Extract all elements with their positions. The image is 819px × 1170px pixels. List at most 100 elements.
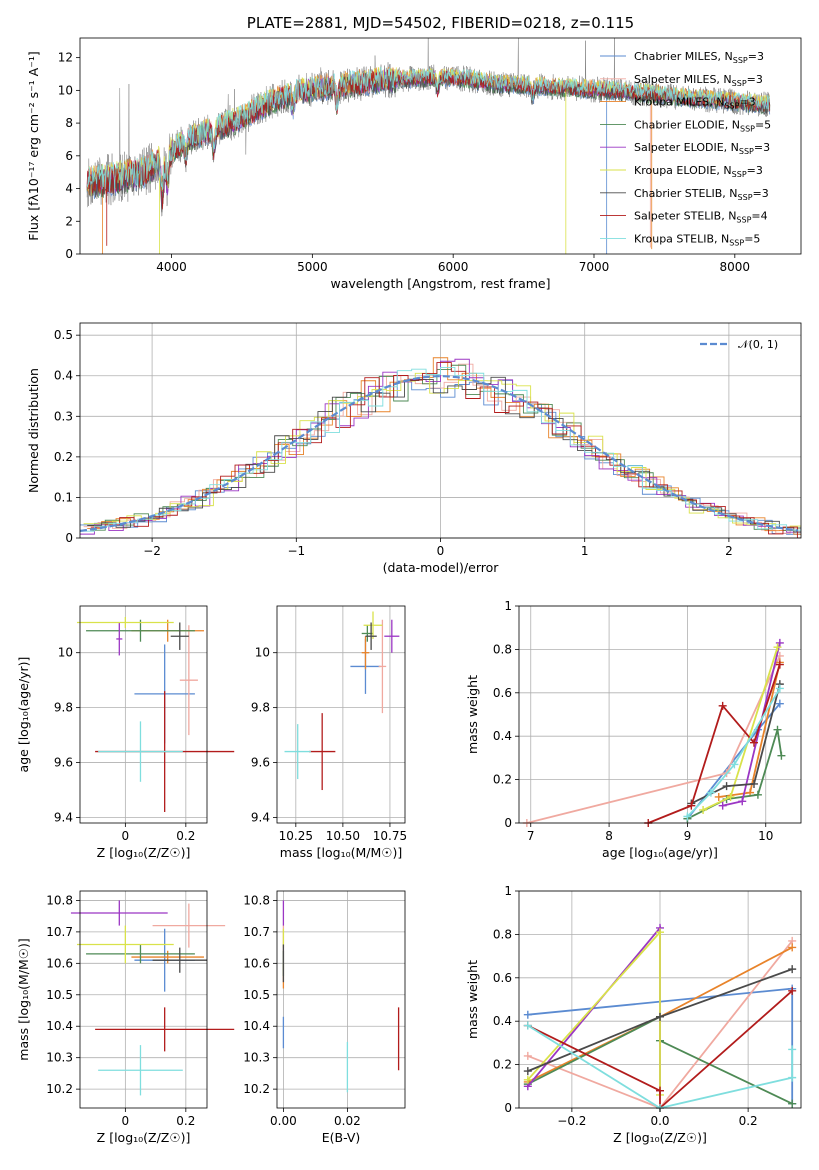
legend-entry-kroupa-elodie: Kroupa ELODIE, NSSP=3	[634, 164, 763, 179]
weight-Z-line-kroupa-stelib	[527, 1024, 794, 1109]
legend-subscript: SSP	[729, 238, 744, 247]
age-mass-ytick-label: 9.6	[251, 756, 270, 770]
weight-age-marker-kroupa-miles	[714, 792, 723, 801]
age-mass-axes-frame	[276, 605, 406, 824]
legend-entry-kroupa-stelib: Kroupa STELIB, NSSP=5	[634, 232, 760, 247]
weight-age-ytick-label: 0.8	[493, 642, 512, 656]
spectrum-ytick-label: 4	[65, 182, 73, 196]
legend-series-name: Kroupa STELIB, N	[634, 232, 729, 245]
age-Z-ylabel: age [log₁₀(age/yr)]	[16, 657, 31, 773]
age-Z-ytick-label: 10	[58, 646, 73, 660]
weight-age-marker-chabrier-elodie	[777, 751, 786, 760]
mass-Z-ytick-label: 10.2	[46, 1082, 73, 1096]
residual-histogram-chabrier-stelib	[87, 376, 801, 533]
age-mass-xtick-label: 10.50	[326, 829, 360, 843]
mass-ebv-ytick-label: 10.3	[243, 1051, 270, 1065]
normal-distribution-curve	[80, 375, 799, 532]
legend-nssp-value: =5	[755, 118, 771, 131]
legend-series-name: Chabrier STELIB, N	[634, 187, 738, 200]
legend-entry-kroupa-miles: Kroupa MILES, NSSP=3	[634, 96, 756, 111]
weight-Z-marker-chabrier-elodie	[788, 1099, 797, 1108]
weight-age-marker-salpeter-elodie	[738, 797, 747, 806]
weight-Z-xtick-label: −0.2	[557, 1114, 586, 1128]
mass-ebv-xtick-label: 0.00	[270, 1114, 297, 1128]
spectrum-ylabel: Flux [fλ10⁻¹⁷ erg cm⁻² s⁻¹ A⁻¹]	[26, 51, 41, 240]
legend-series-name: Salpeter ELODIE, N	[634, 141, 739, 154]
legend-subscript: SSP	[738, 193, 753, 202]
weight-age-marker-salpeter-stelib	[718, 701, 727, 710]
weight-Z-marker-kroupa-elodie	[523, 1075, 532, 1084]
weight-age-marker-salpeter-stelib	[687, 801, 696, 810]
residuals-ytick-label: 0.2	[54, 450, 73, 464]
mass-ebv-ytick-label: 10.4	[243, 1019, 270, 1033]
weight-age-ytick-label: 0.4	[493, 729, 512, 743]
weight-Z-ytick-label: 1	[504, 884, 512, 898]
residual-histogram-kroupa-elodie	[83, 372, 801, 529]
weight-Z-marker-kroupa-elodie	[656, 928, 664, 937]
legend-nssp-value: =3	[748, 50, 764, 63]
mass-Z-ytick-label: 10.4	[46, 1019, 73, 1033]
residuals-xtick-label: 2	[725, 544, 733, 558]
spectrum-ytick-label: 10	[58, 83, 73, 97]
weight-age-marker-kroupa-stelib	[775, 684, 784, 693]
residual-histogram-kroupa-stelib	[80, 366, 801, 532]
legend-series-name: Salpeter MILES, N	[634, 73, 732, 86]
weight-Z-marker-salpeter-stelib	[656, 1086, 664, 1095]
weight-Z-marker-salpeter-miles	[523, 1051, 532, 1060]
spectrum-ytick-label: 12	[58, 51, 73, 65]
spectrum-ytick-label: 0	[65, 247, 73, 261]
mass-Z-ytick-label: 10.8	[46, 893, 73, 907]
residuals-xtick-label: 0	[437, 544, 445, 558]
mass-ebv-xlabel: E(B-V)	[322, 1130, 361, 1145]
mass-ebv-ytick-label: 10.8	[243, 893, 270, 907]
weight-age-marker-chabrier-miles	[775, 699, 784, 708]
age-Z-xtick-label: 0	[122, 829, 130, 843]
weight-age-marker-chabrier-elodie	[753, 790, 762, 799]
mass-Z-ytick-label: 10.7	[46, 925, 73, 939]
spectrum-xtick-label: 5000	[297, 260, 328, 274]
weight-Z-marker-chabrier-miles	[523, 1010, 532, 1019]
legend-subscript: SSP	[732, 79, 747, 88]
spectrum-title: PLATE=2881, MJD=54502, FIBERID=0218, z=0…	[247, 14, 634, 32]
weight-age-marker-kroupa-stelib	[683, 812, 692, 821]
weight-age-marker-kroupa-stelib	[706, 788, 715, 797]
residuals-ytick-label: 0.5	[54, 328, 73, 342]
legend-series-name: Kroupa ELODIE, N	[634, 164, 732, 177]
weight-age-marker-chabrier-elodie	[773, 725, 782, 734]
weight-age-marker-chabrier-stelib	[750, 779, 758, 788]
weight-age-ytick-label: 1	[504, 599, 512, 613]
mass-Z-xlabel: Z [log₁₀(Z/Z☉)]	[97, 1130, 191, 1145]
spectrum-ytick-label: 2	[65, 214, 73, 228]
residuals-xtick-label: 1	[581, 544, 589, 558]
weight-age-marker-salpeter-stelib	[750, 738, 758, 747]
weight-age-marker-salpeter-elodie	[775, 638, 784, 647]
spectrum-xtick-label: 6000	[438, 260, 469, 274]
weight-age-marker-kroupa-elodie	[726, 792, 735, 801]
weight-age-marker-kroupa-elodie	[773, 643, 782, 652]
legend-subscript: SSP	[732, 170, 747, 179]
age-Z-ytick-label: 9.6	[54, 756, 73, 770]
residuals-ytick-label: 0.4	[54, 369, 73, 383]
mass-ebv-xtick-label: 0.02	[334, 1114, 361, 1128]
legend-entry-salpeter-elodie: Salpeter ELODIE, NSSP=3	[634, 141, 770, 156]
weight-Z-marker-kroupa-miles	[788, 943, 797, 952]
age-mass-ytick-label: 10	[255, 646, 270, 660]
legend-nssp-value: =3	[754, 141, 770, 154]
mass-Z-ylabel: mass [log₁₀(M/M☉)]	[16, 938, 31, 1060]
legend-series-name: Chabrier ELODIE, N	[634, 118, 740, 131]
spectrum-plot-area	[86, 38, 771, 254]
weight-Z-marker-chabrier-stelib	[788, 965, 797, 974]
spectrum-xtick-label: 7000	[579, 260, 610, 274]
weight-Z-ytick-label: 0.8	[493, 927, 512, 941]
weight-age-xtick-label: 9	[684, 829, 692, 843]
mass-Z-ytick-label: 10.5	[46, 988, 73, 1002]
legend-subscript: SSP	[736, 216, 751, 225]
weight-age-ytick-label: 0.2	[493, 773, 512, 787]
legend-nssp-value: =3	[739, 96, 755, 109]
age-mass-xtick-label: 10.75	[373, 829, 407, 843]
weight-Z-ytick-label: 0.2	[493, 1058, 512, 1072]
residuals-ytick-label: 0.1	[54, 490, 73, 504]
weight-age-axes-frame	[518, 605, 802, 824]
mass-ebv-axes-frame	[276, 890, 406, 1109]
residuals-plot-area	[80, 357, 801, 538]
